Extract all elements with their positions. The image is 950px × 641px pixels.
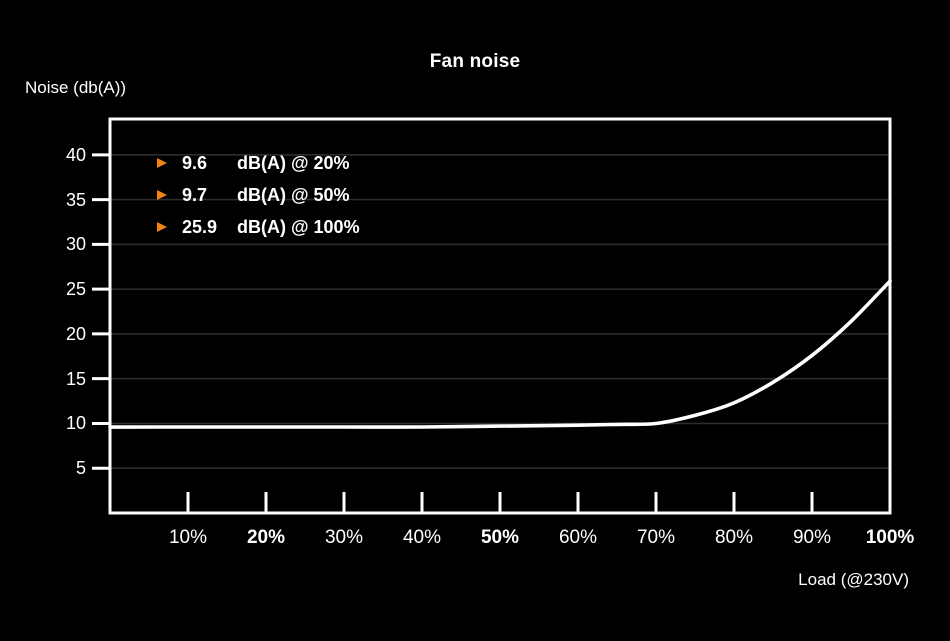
annotation-legend: 9.6 dB(A) @ 20% 9.7 dB(A) @ 50% 25.9 dB(A) @ … — [157, 152, 360, 248]
y-tick-label: 30 — [65, 234, 86, 255]
triangle-right-icon — [157, 190, 167, 200]
annotation-value: 25.9 — [182, 216, 218, 237]
x-tick-label: 40% — [402, 527, 442, 548]
x-tick-label: 30% — [324, 527, 364, 548]
y-axis-label: Noise (db(A)) — [25, 78, 127, 97]
annotation-value: 9.7 — [182, 184, 208, 205]
annotation-row: 9.6 dB(A) @ 20% — [157, 152, 360, 174]
y-tick-label: 25 — [65, 279, 86, 300]
triangle-right-icon — [157, 158, 167, 168]
x-tick-label: 70% — [636, 527, 676, 548]
x-tick-label: 90% — [792, 527, 832, 548]
x-tick-label: 20% — [246, 527, 286, 548]
chart-title: Fan noise — [429, 51, 521, 72]
x-tick-label: 60% — [558, 527, 598, 548]
y-tick-label: 10 — [65, 413, 86, 434]
x-tick-label: 100% — [865, 527, 915, 548]
x-axis-label: Load (@230V) — [798, 570, 909, 589]
x-tick-label: 80% — [714, 527, 754, 548]
fan-noise-curve — [108, 279, 892, 429]
x-tick-label: 10% — [168, 527, 208, 548]
y-tick-label: 35 — [65, 189, 86, 210]
y-tick-label: 40 — [65, 144, 86, 165]
annotation-row: 25.9 dB(A) @ 100% — [157, 216, 360, 238]
annotation-label: dB(A) @ 20% — [237, 152, 350, 173]
y-tick-label: 20 — [65, 323, 86, 344]
y-tick-label: 15 — [65, 368, 86, 389]
y-tick-label: 5 — [75, 458, 86, 479]
annotation-value: 9.6 — [182, 152, 208, 173]
annotation-row: 9.7 dB(A) @ 50% — [157, 184, 360, 206]
x-tick-label: 50% — [480, 527, 520, 548]
annotation-label: dB(A) @ 50% — [237, 184, 350, 205]
annotation-label: dB(A) @ 100% — [237, 216, 360, 237]
triangle-right-icon — [157, 222, 167, 232]
